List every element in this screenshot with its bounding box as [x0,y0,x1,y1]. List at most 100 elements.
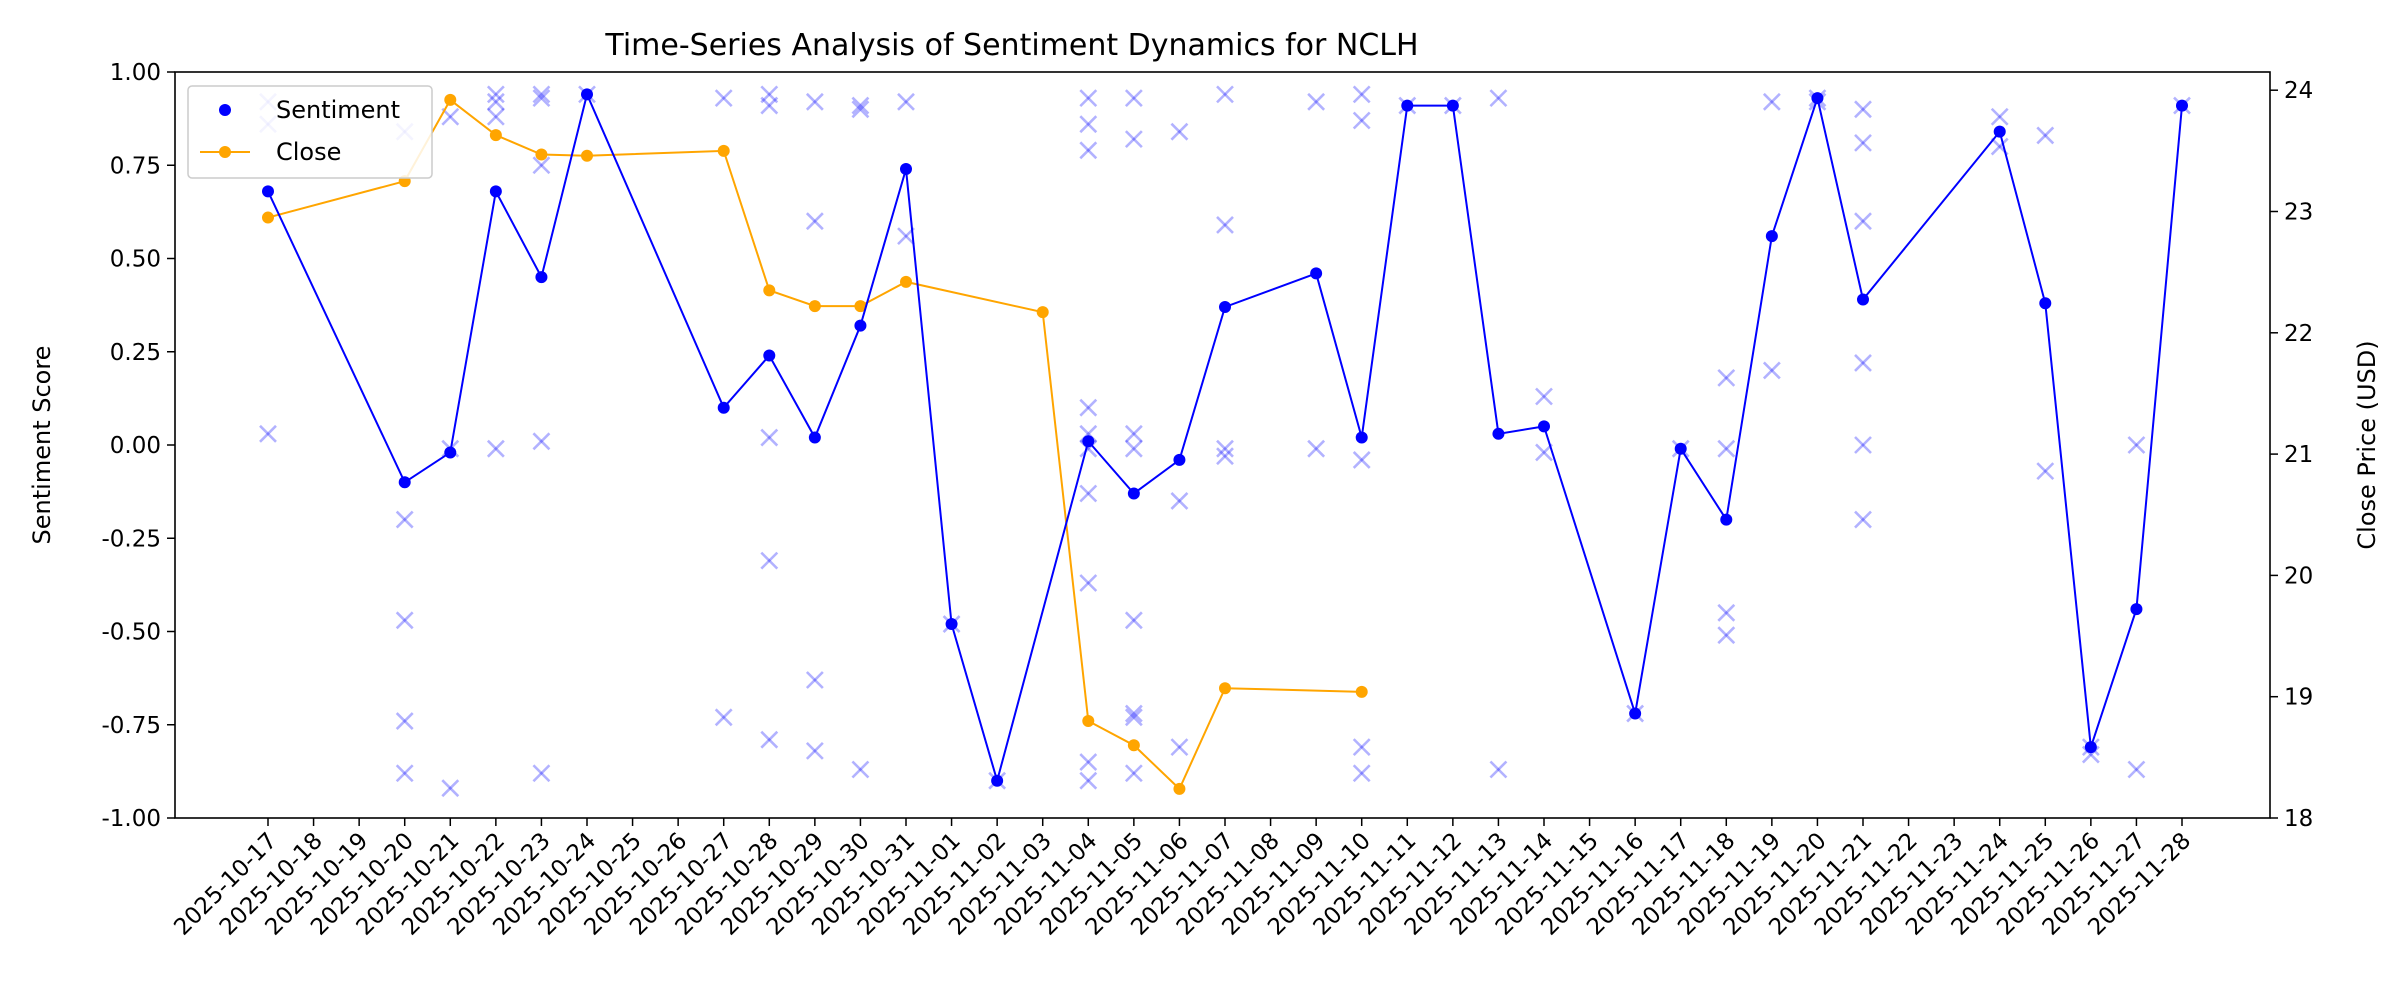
raw-marker-stroke [1216,85,1234,104]
raw-marker-stroke [2036,126,2055,145]
raw-sentiment-marker [441,779,460,798]
raw-sentiment-marker [1124,130,1143,149]
raw-marker-stroke [760,730,779,749]
raw-sentiment-marker [1079,115,1098,134]
raw-marker-stroke [1352,85,1371,104]
sentiment-point [262,185,274,198]
raw-marker-stroke [1124,708,1143,727]
close-point [489,129,502,142]
raw-sentiment-marker [1352,85,1371,104]
raw-marker-stroke [1079,141,1098,160]
raw-sentiment-marker [1124,764,1143,783]
raw-marker-stroke [441,779,460,798]
raw-marker-stroke [897,92,915,111]
raw-marker-stroke [1717,439,1736,458]
raw-sentiment-marker [2036,462,2055,481]
raw-marker-stroke [1489,89,1508,108]
raw-sentiment-marker [1854,212,1872,231]
sentiment-point [1857,293,1869,306]
raw-marker-stroke [532,156,551,175]
y-tick-label-right: 22 [2284,321,2313,347]
raw-sentiment-marker [1307,92,1326,111]
close-series [262,93,1368,795]
raw-sentiment-marker [1079,574,1098,592]
raw-sentiment-marker [395,611,414,630]
raw-marker-stroke [441,779,460,798]
close-point [1219,682,1231,695]
raw-sentiment-marker [1170,122,1189,141]
y-tick-label-right: 24 [2284,78,2313,104]
raw-marker-stroke [395,712,414,730]
raw-marker-stroke [1352,451,1371,469]
y-axis-label-right: Close Price (USD) [2353,340,2381,549]
raw-marker-stroke [1079,574,1098,592]
raw-marker-stroke [805,671,824,689]
raw-marker-stroke [1216,447,1234,466]
raw-marker-stroke [760,85,779,104]
raw-marker-stroke [532,89,551,108]
raw-marker-stroke [1854,354,1872,372]
raw-sentiment-marker [1216,447,1234,466]
close-point [444,93,457,106]
close-point [262,211,274,224]
raw-marker-stroke [1762,92,1781,111]
raw-sentiment-marker [1170,738,1189,757]
raw-marker-stroke [2127,436,2146,454]
raw-sentiment-marker [805,212,824,231]
raw-marker-stroke [532,764,551,783]
raw-sentiment-marker [2036,126,2055,145]
sentiment-point [1720,513,1733,526]
raw-sentiment-marker [1216,216,1234,234]
sentiment-point [581,88,593,101]
sentiment-point [489,185,502,198]
close-point [535,148,548,161]
raw-marker-stroke [486,85,505,104]
raw-marker-stroke [1854,510,1872,529]
raw-sentiment-marker [1717,626,1736,645]
raw-sentiment-marker [395,712,414,730]
raw-sentiment-marker [714,708,733,727]
raw-sentiment-marker [1079,484,1098,503]
raw-sentiment-marker [1762,361,1781,380]
chart-title: Time-Series Analysis of Sentiment Dynami… [604,28,1418,63]
raw-marker-stroke [1990,107,2009,126]
close-point [1082,714,1095,727]
raw-marker-stroke [1079,89,1098,108]
raw-sentiment-marker [1854,436,1872,454]
raw-marker-stroke [1170,492,1189,510]
sentiment-point [1538,420,1550,433]
sentiment-point [1446,99,1459,112]
raw-marker-stroke [805,212,824,231]
raw-sentiment-marker [714,89,733,108]
raw-marker-stroke [1762,361,1781,380]
raw-sentiment-marker [1216,85,1234,104]
raw-marker-stroke [1854,354,1872,372]
raw-sentiment-marker [532,432,551,451]
raw-marker-stroke [851,100,870,119]
raw-marker-stroke [1489,760,1508,779]
sentiment-point [1674,442,1687,455]
raw-sentiment-marker [805,92,824,111]
raw-marker-stroke [2127,436,2146,454]
raw-marker-stroke [1307,439,1326,458]
sentiment-line [267,91,2183,785]
raw-sentiment-marker [1854,100,1872,119]
raw-sentiment-marker [805,741,824,760]
raw-marker-stroke [1124,704,1143,723]
close-point [900,275,912,288]
legend-close-marker [219,146,231,158]
raw-marker-stroke [1352,764,1371,783]
sentiment-point [1629,707,1642,720]
raw-marker-stroke [259,424,277,443]
raw-marker-stroke [1762,361,1781,380]
raw-sentiment-marker [2127,436,2146,454]
raw-marker-stroke [1216,216,1234,234]
raw-sentiment-marker [760,551,779,570]
raw-marker-stroke [1079,115,1098,134]
raw-marker-stroke [1079,115,1098,134]
close-point [1036,306,1049,319]
raw-sentiment-marker [1079,141,1098,160]
raw-marker-stroke [1124,424,1143,443]
raw-marker-stroke [805,671,824,689]
